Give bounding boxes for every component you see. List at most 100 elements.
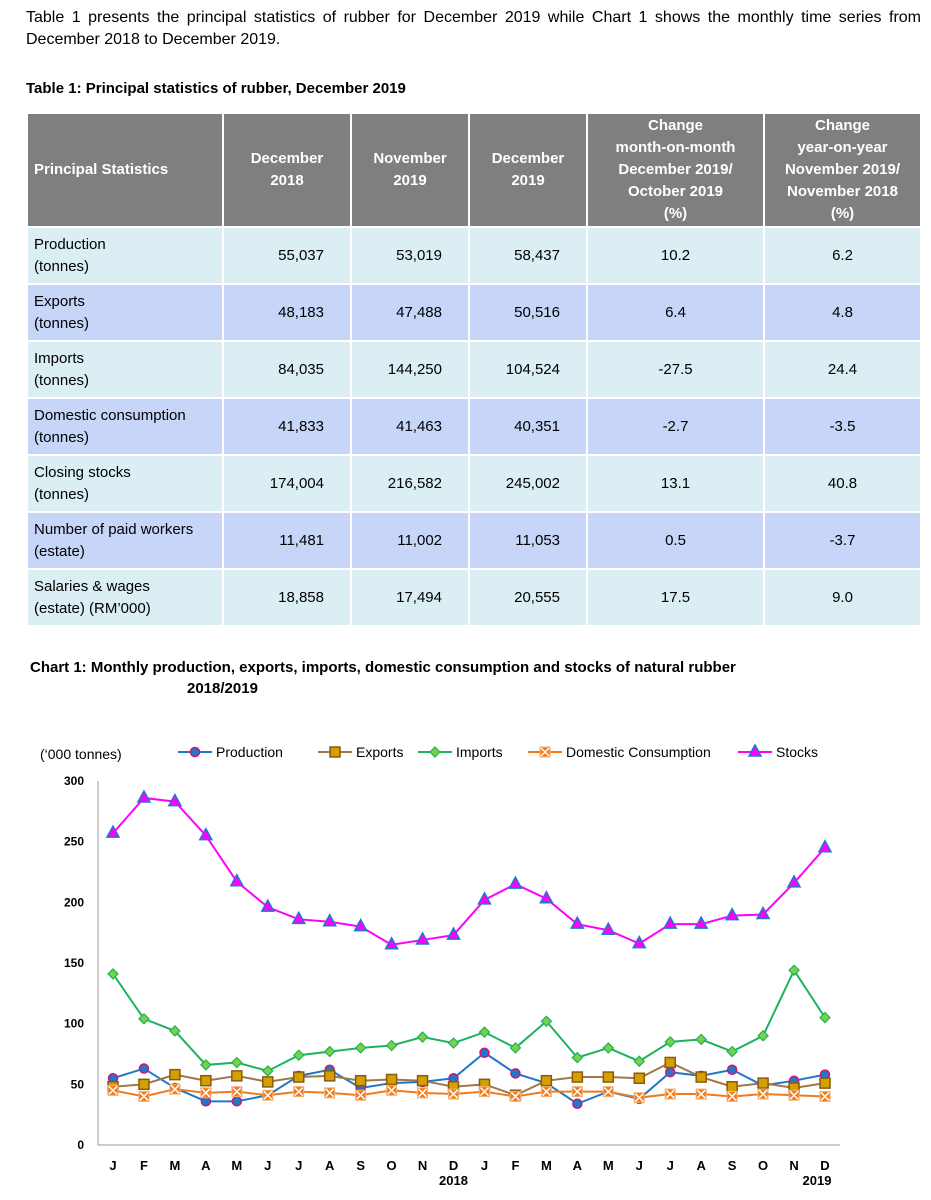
exports-point bbox=[323, 1070, 336, 1082]
imports-point bbox=[633, 1055, 646, 1068]
row-label-line: Domestic consumption bbox=[34, 406, 186, 424]
production-point bbox=[726, 1064, 738, 1076]
stocks-point bbox=[105, 824, 121, 838]
x-tick-label: M bbox=[603, 1158, 614, 1173]
table-row: Salaries & wages (estate) (RM’000) 18,858 1… bbox=[26, 568, 922, 627]
header-line: Change bbox=[647, 117, 703, 134]
x-tick-label: J bbox=[295, 1158, 302, 1173]
x-tick-label: M bbox=[541, 1158, 552, 1173]
stocks-point bbox=[136, 789, 152, 803]
series-line-stocks bbox=[112, 796, 826, 946]
consumption-point-cross bbox=[634, 1093, 644, 1103]
row-label: Domestic consumption (tonnes) bbox=[26, 397, 224, 456]
header-line: (%) bbox=[830, 205, 855, 222]
imports-point bbox=[107, 968, 119, 980]
stocks-point bbox=[229, 873, 245, 887]
x-tick-label: J bbox=[109, 1158, 116, 1173]
exports-point bbox=[354, 1074, 367, 1087]
consumption-point-cross bbox=[758, 1089, 768, 1099]
row-label-line: (estate) bbox=[34, 542, 85, 560]
header-line: November bbox=[373, 150, 447, 167]
imports-point bbox=[509, 1042, 522, 1054]
table-cell: 17,494 bbox=[350, 568, 470, 627]
header-line: (%) bbox=[663, 205, 688, 222]
table-cell: 216,582 bbox=[350, 454, 470, 513]
exports-point bbox=[757, 1077, 769, 1089]
x-tick-label: J bbox=[481, 1158, 488, 1173]
x-tick-label: S bbox=[728, 1158, 737, 1173]
consumption-point-cross bbox=[232, 1087, 242, 1097]
x-tick-label: A bbox=[696, 1158, 706, 1173]
exports-point bbox=[329, 746, 341, 758]
consumption-point-cross bbox=[541, 1087, 551, 1097]
chart-title-line2: 2018/2019 bbox=[187, 680, 258, 697]
x-tick-label: F bbox=[140, 1158, 148, 1173]
imports-point bbox=[571, 1051, 584, 1064]
legend-label: Stocks bbox=[776, 744, 818, 760]
principal-statistics-table: Principal Statistics December 2018 November… bbox=[26, 112, 922, 627]
table-cell: 58,437 bbox=[468, 226, 588, 285]
consumption-point-cross bbox=[572, 1087, 582, 1097]
y-tick-label: 100 bbox=[64, 1017, 84, 1031]
x-tick-label: M bbox=[231, 1158, 242, 1173]
exports-point bbox=[819, 1077, 831, 1089]
header-line: December bbox=[250, 150, 324, 167]
table-row: Number of paid workers (estate) 11,481 11,0… bbox=[26, 511, 922, 570]
exports-point bbox=[695, 1071, 707, 1083]
imports-point bbox=[354, 1042, 367, 1054]
stocks-point bbox=[693, 915, 709, 929]
column-header: December 2018 bbox=[222, 112, 352, 228]
production-point bbox=[138, 1063, 150, 1074]
table-row: Production (tonnes) 55,037 53,019 58,437 10.2… bbox=[26, 226, 922, 285]
column-header: Change month-on-month December 2019/Octobe… bbox=[586, 112, 765, 228]
imports-point bbox=[138, 1012, 150, 1025]
imports-point bbox=[323, 1045, 336, 1058]
stocks-point bbox=[508, 875, 523, 889]
x-tick-label: J bbox=[667, 1158, 674, 1173]
exports-point bbox=[602, 1071, 615, 1083]
stocks-point bbox=[415, 931, 430, 945]
x-tick-label: A bbox=[325, 1158, 335, 1173]
legend-label: Domestic Consumption bbox=[566, 744, 711, 760]
row-label-line: Production bbox=[34, 235, 106, 253]
production-point bbox=[510, 1068, 521, 1079]
row-label: Imports (tonnes) bbox=[26, 340, 224, 399]
stocks-point bbox=[570, 915, 585, 929]
stocks-point bbox=[198, 827, 214, 841]
y-tick-label: 300 bbox=[64, 774, 84, 788]
header-line: 2018 bbox=[270, 172, 304, 189]
stocks-point bbox=[260, 898, 276, 912]
table-cell: 24.4 bbox=[763, 340, 922, 399]
imports-point bbox=[819, 1011, 831, 1024]
consumption-point-cross bbox=[727, 1091, 737, 1101]
legend-label: Imports bbox=[456, 744, 503, 760]
consumption-point-cross bbox=[108, 1085, 118, 1095]
exports-point bbox=[633, 1072, 646, 1085]
imports-point bbox=[540, 1015, 553, 1028]
imports-point bbox=[200, 1059, 212, 1071]
exports-point bbox=[231, 1070, 243, 1082]
header-line: November 2018 bbox=[787, 183, 898, 200]
header-line: December bbox=[491, 150, 565, 167]
consumption-point-cross bbox=[387, 1085, 397, 1095]
table-cell: -3.5 bbox=[763, 397, 922, 456]
imports-point bbox=[385, 1039, 398, 1052]
table-row: Exports (tonnes) 48,183 47,488 50,516 6.4 4.8 bbox=[26, 283, 922, 342]
stocks-point bbox=[353, 918, 368, 932]
table-cell: 41,463 bbox=[350, 397, 470, 456]
table-cell: 6.4 bbox=[586, 283, 765, 342]
table-cell: 40.8 bbox=[763, 454, 922, 513]
x-tick-label: D bbox=[449, 1158, 458, 1173]
imports-point bbox=[429, 746, 441, 758]
y-tick-label: 150 bbox=[64, 956, 84, 970]
table-row: Domestic consumption (tonnes) 41,833 41,463… bbox=[26, 397, 922, 456]
table-cell: 17.5 bbox=[586, 568, 765, 627]
stocks-point bbox=[384, 936, 399, 950]
consumption-point-cross bbox=[201, 1088, 211, 1098]
consumption-point-cross bbox=[603, 1087, 613, 1097]
table-cell: 9.0 bbox=[763, 568, 922, 627]
imports-point bbox=[664, 1036, 677, 1048]
consumption-point-cross bbox=[263, 1090, 273, 1100]
table-cell: 47,488 bbox=[350, 283, 470, 342]
consumption-point-cross bbox=[170, 1084, 180, 1094]
